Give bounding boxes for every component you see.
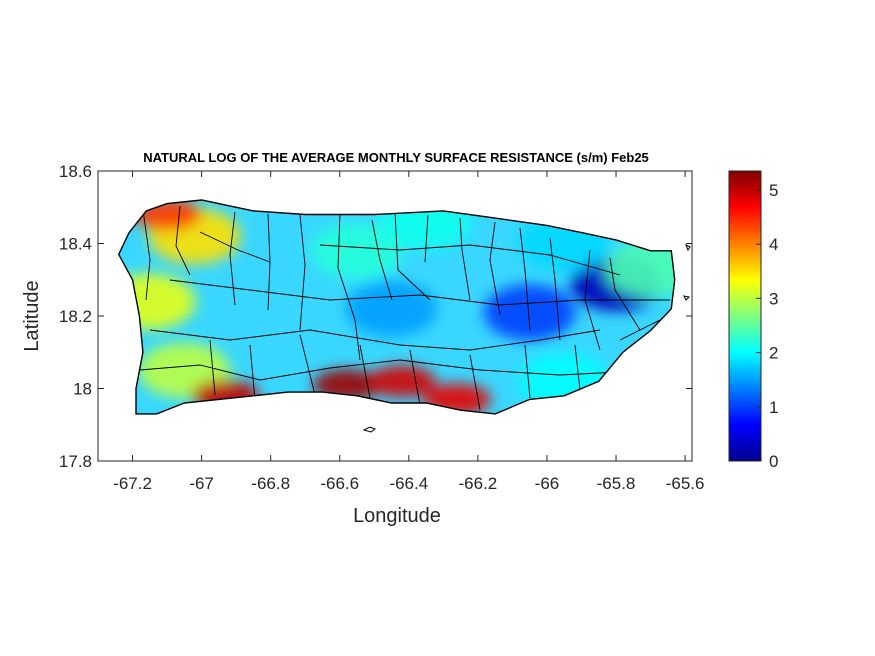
municipality-boundary xyxy=(489,221,501,316)
y-tick-label: 18.4 xyxy=(59,235,92,254)
municipality-boundary xyxy=(394,211,431,301)
colorbar-tick-label: 4 xyxy=(769,235,778,254)
y-tick-label: 18.6 xyxy=(59,162,92,181)
x-tick-label: -66.6 xyxy=(320,474,359,493)
municipality-boundary xyxy=(609,257,641,331)
municipality-boundary xyxy=(619,319,661,341)
municipality-boundary xyxy=(139,359,621,381)
municipality-boundaries xyxy=(139,205,670,411)
municipality-boundary xyxy=(459,217,471,301)
y-axis: 17.8 18 18.2 18.4 18.6 xyxy=(59,162,692,471)
y-tick-label: 18.2 xyxy=(59,307,92,326)
heatmap-cell xyxy=(311,222,403,279)
municipality-boundary xyxy=(337,211,361,361)
x-tick-label: -66.2 xyxy=(459,474,498,493)
x-axis: -67.2 -67 -66.8 -66.6 -66.4 -66.2 -66 -65.8 -65.… xyxy=(113,171,704,493)
municipality-boundary xyxy=(199,231,271,263)
x-tick-label: -66.4 xyxy=(389,474,428,493)
x-axis-label: Longitude xyxy=(353,505,441,527)
municipality-boundary xyxy=(424,214,429,263)
municipality-boundary xyxy=(519,227,531,331)
municipality-boundary xyxy=(267,213,271,311)
municipality-boundary xyxy=(371,219,393,301)
y-tick-label: 17.8 xyxy=(59,452,92,471)
colorbar-gradient xyxy=(728,170,762,462)
islet xyxy=(362,426,377,433)
heatmap-cell xyxy=(367,365,436,398)
municipality-boundary xyxy=(359,344,371,399)
municipality-boundary xyxy=(574,344,581,391)
x-tick-label: -65.6 xyxy=(666,474,705,493)
islet xyxy=(683,295,691,301)
islet xyxy=(685,243,691,252)
municipality-boundary xyxy=(142,209,151,301)
municipality-boundary xyxy=(469,354,481,411)
municipality-boundary xyxy=(299,214,306,331)
municipality-boundary xyxy=(299,334,316,396)
municipality-boundary xyxy=(249,344,256,401)
municipality-boundary xyxy=(409,349,421,406)
colorbar-tick-label: 0 xyxy=(769,452,778,471)
colorbar-tick-label: 1 xyxy=(769,398,778,417)
x-tick-label: -67.2 xyxy=(113,474,152,493)
municipality-boundary xyxy=(175,205,191,276)
chart-title: NATURAL LOG OF THE AVERAGE MONTHLY SURFA… xyxy=(143,150,649,165)
island-outline xyxy=(117,199,676,415)
colorbar-tick-label: 5 xyxy=(769,181,778,200)
x-tick-label: -66 xyxy=(535,474,560,493)
y-axis-label: Latitude xyxy=(21,280,43,351)
plot-area xyxy=(97,170,693,462)
x-tick-label: -65.8 xyxy=(597,474,636,493)
heatmap-cell xyxy=(483,284,576,341)
municipality-boundary xyxy=(169,279,660,306)
municipality-boundary xyxy=(209,339,216,396)
x-tick-label: -67 xyxy=(189,474,214,493)
x-tick-label: -66.8 xyxy=(251,474,290,493)
heatmap-cell xyxy=(345,280,438,337)
municipality-boundary xyxy=(524,344,531,399)
y-tick-label: 18 xyxy=(73,380,92,399)
municipality-boundary xyxy=(149,329,601,351)
colorbar: 0 1 2 3 4 5 xyxy=(728,170,778,471)
islets xyxy=(362,243,691,433)
municipality-boundary xyxy=(549,237,561,341)
colorbar-tick-label: 3 xyxy=(769,289,778,308)
municipality-boundary xyxy=(319,244,621,276)
colorbar-tick-label: 2 xyxy=(769,344,778,363)
